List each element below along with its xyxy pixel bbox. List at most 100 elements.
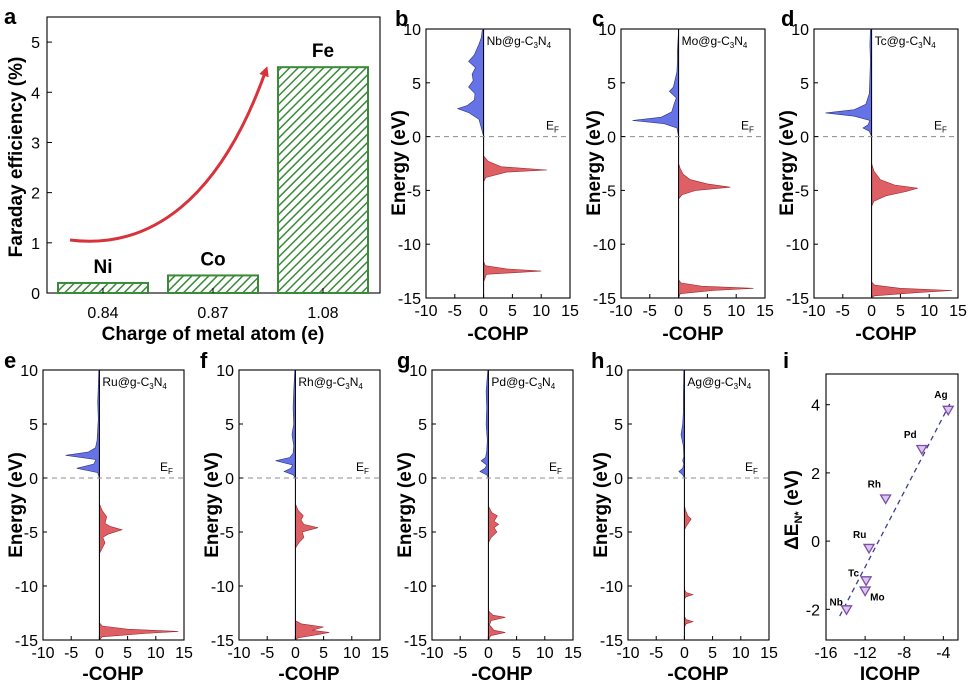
panel-d-title-mid: N [923,34,932,48]
panel-c-fermi-label: EF [741,119,754,135]
panel-d-frame [813,28,959,299]
panel-g-fermi-sub: F [557,467,562,476]
panel-b-ytick-label: 0 [412,130,421,147]
panel-a-xtick-label: 1.08 [307,305,338,322]
panel-label-c: c [592,6,604,31]
panel-c-fermi-sub: F [749,126,754,135]
panel-d-xlabel: -COHP [855,324,917,345]
panel-c-xtick-label: 0 [674,303,683,320]
panel-g-ytick-label: 10 [409,363,427,380]
panel-f-ytick-label: 0 [225,471,234,488]
panel-i-point-label: Ag [934,390,947,401]
panel-i-ylabel: ΔEN* (eV) [782,470,805,550]
panel-i-ylabel-unit: (eV) [782,470,803,511]
panel-g-ytick-label: 0 [418,471,427,488]
panel-i-point [942,405,955,417]
panel-a-ytick-label: 5 [31,35,40,52]
panel-i-ytick-label: 2 [811,466,820,483]
panel-e-title: Ru@g-C3N4 [102,375,167,391]
panel-b-ytick-label: -10 [398,237,421,254]
panel-i-ylabel-sub: N* [793,511,805,524]
panel-i-point-label: Nb [830,597,843,608]
panel-e-antibonding-area [99,370,179,641]
panel-c-xtick-label: 15 [756,303,774,320]
panel-h-xtick-label: 0 [680,645,689,662]
panel-g-title-sub1: 3 [538,382,543,391]
panel-f-ytick-label: -10 [211,579,234,596]
panel-i-point [879,494,892,505]
panel-c-xlabel: -COHP [662,324,724,345]
panel-e-xtick-label: 15 [175,645,193,662]
panel-f-fermi-label: EF [356,460,369,476]
panel-b-xtick-label: 5 [508,303,517,320]
panel-f-title-sub2: 4 [358,382,363,391]
panel-b-ytick-label: 10 [403,22,421,39]
panel-i-frame [825,373,959,641]
panel-i-xtick-label: -12 [854,645,877,662]
panel-e-fermi-label: EF [160,460,173,476]
panel-i-point-label: Ru [853,530,866,541]
panel-e-bonding-area [65,369,100,640]
panel-g-xtick-label: 5 [512,645,521,662]
panel-h-xtick-label: 15 [760,645,778,662]
panel-c-xtick-label: 5 [703,303,712,320]
panel-c-title-mid: N [734,34,743,48]
panel-f-ytick-label: 5 [225,417,234,434]
panel-f-ytick-label: -5 [220,525,234,542]
panel-i-point [859,576,873,587]
panel-d-ytick-label: -5 [795,183,809,200]
panel-f-title-mid: N [350,375,359,389]
panel-label-f: f [200,348,208,373]
panel-i-ytick-label: 4 [811,398,820,415]
panel-c-xtick-label: 10 [727,303,745,320]
panel-e-xtick-label: 5 [123,645,132,662]
panel-a-bar-label: Fe [312,41,334,62]
panel-label-i: i [783,348,789,373]
panel-d-title-sub1: 3 [918,41,923,50]
panel-b-xtick-label: -10 [414,303,437,320]
panel-a-xtick-label: 0.84 [87,305,118,322]
panel-b-ytick-label: 5 [412,76,421,93]
panel-c-ytick-label: -15 [593,291,616,308]
panel-e-xtick-label: -5 [64,645,78,662]
panel-label-a: a [4,4,17,29]
panel-g-xtick-label: 0 [484,645,493,662]
panel-g-ytick-label: -15 [404,633,427,650]
panel-h-antibonding-area [684,370,694,640]
panel-h-xtick-label: -10 [616,645,639,662]
panel-h-fermi-sub: F [753,467,758,476]
panel-h-ytick-label: 10 [605,363,623,380]
panel-a-ytick-label: 2 [31,186,40,203]
panel-e-title-sub1: 3 [149,382,154,391]
panel-i-xtick-label: -16 [814,645,837,662]
panel-c-xtick-label: -10 [609,303,632,320]
panel-b-xlabel: -COHP [467,324,529,345]
panel-e-xtick-label: -10 [31,645,54,662]
panel-i-point [915,444,928,456]
panel-i-ytick-label: -2 [806,602,820,619]
panel-b-fermi-label: EF [546,119,559,135]
panel-label-h: h [591,348,604,373]
panel-e-ytick-label: 5 [29,417,38,434]
panel-h-title: Ag@g-C3N4 [687,375,751,391]
panel-h-xtick-label: -5 [649,645,663,662]
panel-g-frame [431,369,574,641]
panel-d-xtick-label: 0 [867,303,876,320]
panel-c-antibonding-area [678,29,754,299]
panel-e-ytick-label: -5 [24,525,38,542]
panel-f-ytick-label: -15 [211,633,234,650]
panel-g-title-mid: N [542,375,551,389]
panel-c-ytick-label: 5 [607,76,616,93]
panel-a-ylabel: Faraday efficiency (%) [6,57,27,258]
panel-g-ylabel: Energy (eV) [395,452,416,558]
panel-f-bonding-area [275,369,296,640]
panel-d-xtick-label: 10 [920,303,938,320]
panel-h-ytick-label: -10 [600,579,623,596]
panel-b-title-sub1: 3 [533,41,538,50]
panel-h-ytick-label: -15 [600,633,623,650]
panel-e-ylabel: Energy (eV) [6,452,27,558]
panel-a-ytick-label: 0 [31,286,40,303]
panel-g-xtick-label: -10 [420,645,443,662]
